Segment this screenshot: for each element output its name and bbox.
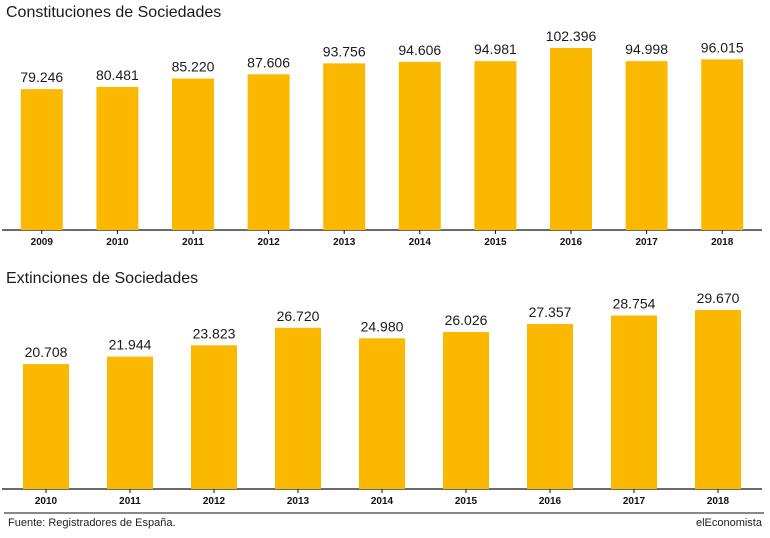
bar-2010 bbox=[96, 86, 139, 230]
value-label-2011: 21.944 bbox=[109, 337, 152, 353]
value-label-2015: 26.026 bbox=[445, 312, 488, 328]
bar-2011 bbox=[107, 356, 153, 489]
tick-label-2015: 2015 bbox=[455, 496, 478, 507]
bar-2017 bbox=[611, 315, 657, 489]
tick-label-2013: 2013 bbox=[287, 496, 310, 507]
tick-label-2010: 2010 bbox=[35, 496, 58, 507]
tick-label-2018: 2018 bbox=[707, 496, 730, 507]
value-label-2017: 94.998 bbox=[625, 41, 668, 57]
value-label-2012: 23.823 bbox=[193, 325, 236, 341]
tick-label-2014: 2014 bbox=[409, 237, 432, 248]
bar-2012 bbox=[191, 345, 237, 489]
bar-chart-constituciones: 79.246 2009 80.481 2010 85.220 2011 87.606 2012… bbox=[2, 28, 762, 248]
tick-label-2018: 2018 bbox=[711, 237, 734, 248]
tick-label-2010: 2010 bbox=[106, 237, 129, 248]
tick-label-2016: 2016 bbox=[539, 496, 562, 507]
source-note: Fuente: Registradores de España. bbox=[8, 517, 176, 529]
value-label-2014: 24.980 bbox=[361, 318, 404, 334]
value-label-2015: 94.981 bbox=[474, 41, 517, 57]
bar-2018 bbox=[701, 59, 744, 230]
tick-label-2017: 2017 bbox=[635, 237, 658, 248]
tick-label-2012: 2012 bbox=[203, 496, 226, 507]
bar-2017 bbox=[625, 61, 668, 230]
bar-2011 bbox=[172, 78, 214, 231]
bar-2009 bbox=[20, 89, 63, 230]
tick-label-2014: 2014 bbox=[371, 496, 394, 507]
tick-label-2009: 2009 bbox=[31, 237, 54, 248]
tick-label-2013: 2013 bbox=[333, 237, 356, 248]
bar-2013 bbox=[323, 63, 366, 231]
value-label-2014: 94.606 bbox=[398, 42, 441, 58]
tick-label-2015: 2015 bbox=[484, 237, 507, 248]
brand-label: elEconomista bbox=[695, 517, 762, 529]
tick-label-2017: 2017 bbox=[623, 496, 646, 507]
bar-2018 bbox=[695, 310, 741, 489]
value-label-2018: 29.670 bbox=[697, 290, 740, 306]
bar-2013 bbox=[275, 327, 321, 489]
tick-label-2012: 2012 bbox=[257, 237, 280, 248]
bar-2014 bbox=[398, 61, 441, 230]
tick-label-2016: 2016 bbox=[560, 237, 583, 248]
value-label-2012: 87.606 bbox=[247, 54, 290, 70]
bar-2014 bbox=[359, 338, 405, 489]
value-label-2017: 28.754 bbox=[613, 296, 656, 312]
tick-label-2011: 2011 bbox=[182, 237, 204, 248]
value-label-2013: 93.756 bbox=[323, 43, 366, 59]
tick-label-2011: 2011 bbox=[119, 496, 141, 507]
value-label-2016: 27.357 bbox=[529, 304, 572, 320]
chart-title-constituciones: Constituciones de Sociedades bbox=[6, 4, 222, 21]
value-label-2010: 20.708 bbox=[25, 344, 68, 360]
bar-2016 bbox=[527, 323, 573, 489]
value-label-2016: 102.396 bbox=[546, 28, 597, 44]
chart-title-extinciones: Extinciones de Sociedades bbox=[6, 270, 199, 287]
bar-2016 bbox=[550, 48, 592, 230]
bar-2010 bbox=[23, 364, 69, 489]
bar-2012 bbox=[247, 74, 290, 231]
value-label-2013: 26.720 bbox=[277, 308, 320, 324]
value-label-2018: 96.015 bbox=[701, 39, 744, 55]
value-label-2009: 79.246 bbox=[20, 69, 63, 85]
bar-2015 bbox=[474, 61, 517, 230]
bar-2015 bbox=[443, 331, 489, 489]
value-label-2011: 85.220 bbox=[172, 59, 215, 75]
value-label-2010: 80.481 bbox=[96, 67, 139, 83]
